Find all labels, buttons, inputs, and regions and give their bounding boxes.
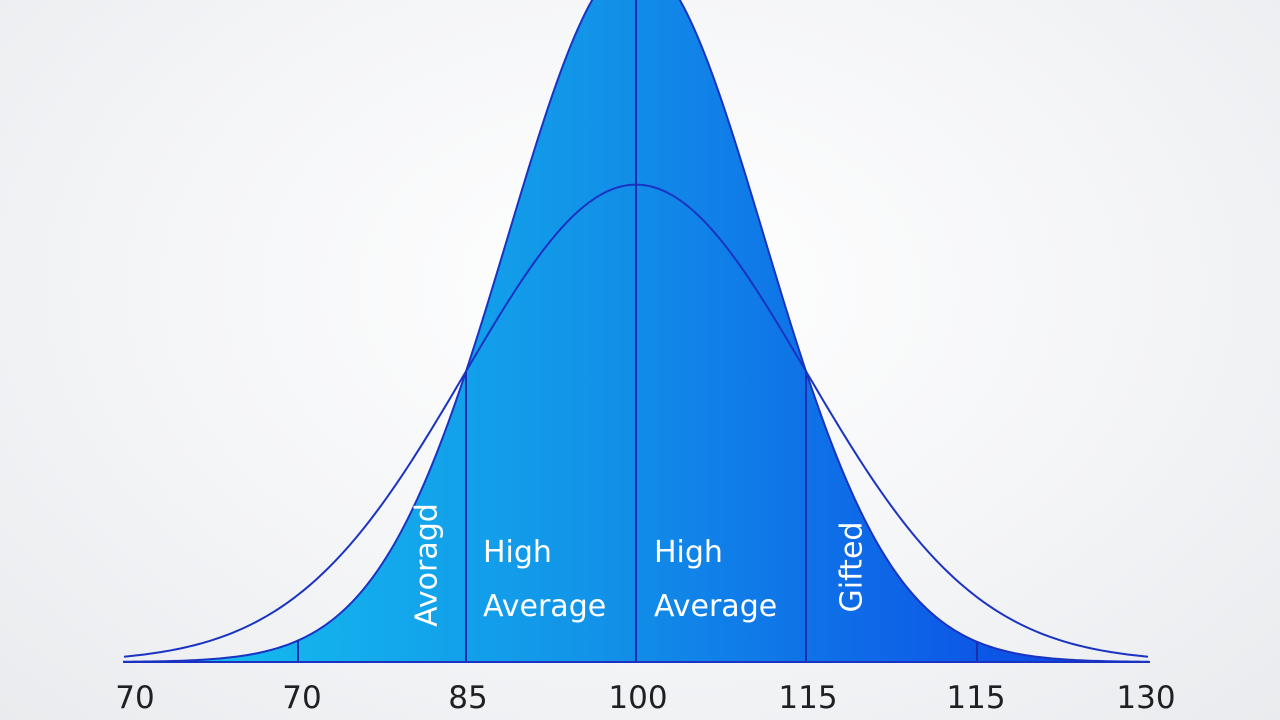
region-label: High Average — [483, 535, 606, 624]
region-label: Avoragd — [410, 503, 445, 627]
x-tick-label: 70 — [115, 680, 154, 716]
x-tick-label: 85 — [448, 680, 487, 716]
region-label: High Average — [654, 535, 777, 624]
x-tick-label: 115 — [778, 680, 837, 716]
x-tick-label: 130 — [1116, 680, 1175, 716]
x-tick-label: 70 — [282, 680, 321, 716]
x-tick-label: 115 — [946, 680, 1005, 716]
x-tick-label: 100 — [608, 680, 667, 716]
region-label: Gifted — [835, 522, 870, 613]
